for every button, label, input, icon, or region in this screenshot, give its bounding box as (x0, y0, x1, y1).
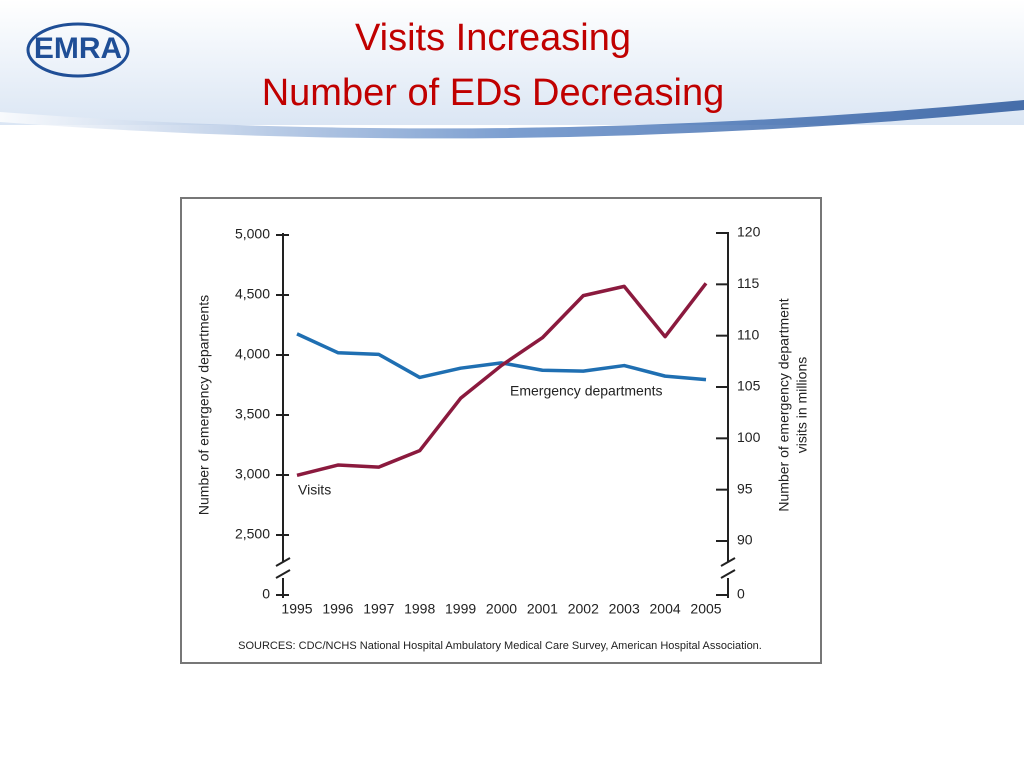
header-swoosh (0, 100, 1024, 139)
series-line (296, 332, 707, 382)
logo-ring (26, 22, 130, 78)
header-bg (0, 0, 1024, 125)
y2-tick-label: 0 (737, 586, 745, 602)
y2-tick-label: 100 (737, 429, 761, 445)
y-tick-label: 3,000 (235, 466, 270, 482)
y-tick-label: 0 (262, 586, 270, 602)
series-line (296, 282, 708, 477)
x-tick-label: 1995 (281, 601, 312, 617)
x-tick-label: 1998 (404, 601, 435, 617)
y2-tick-label: 90 (737, 532, 753, 548)
series-label: Emergency departments (510, 383, 663, 399)
y2-tick-label: 115 (737, 275, 760, 291)
x-tick-label: 2001 (527, 601, 558, 617)
x-tick-label: 1997 (363, 601, 394, 617)
y-axis-label: Number of emergency departments (196, 295, 212, 515)
axis-break (720, 557, 736, 579)
y2-axis-label: Number of emergency department (776, 298, 792, 511)
y2-tick-label: 95 (737, 480, 753, 496)
y-tick-label: 2,500 (235, 526, 270, 542)
x-tick-label: 1996 (322, 601, 353, 617)
title: Visits Increasing (355, 17, 631, 59)
y-tick-label: 5,000 (235, 226, 270, 242)
y-tick-label: 4,000 (235, 346, 270, 362)
x-tick-label: 2000 (486, 601, 517, 617)
x-tick-label: 2005 (690, 601, 721, 617)
axis-break (275, 557, 291, 579)
y2-tick-label: 110 (737, 326, 760, 342)
y-tick-label: 4,500 (235, 286, 270, 302)
y-tick-label: 3,500 (235, 406, 270, 422)
y2-axis-label: visits in millions (794, 357, 810, 453)
series-label: Visits (298, 482, 331, 498)
x-tick-label: 2004 (650, 601, 681, 617)
y2-tick-label: 105 (737, 378, 761, 394)
y2-tick-label: 120 (737, 224, 761, 240)
chart-frame (180, 197, 822, 664)
x-tick-label: 2003 (609, 601, 640, 617)
logo: EMRA (34, 32, 122, 65)
title: Number of EDs Decreasing (262, 72, 725, 114)
x-tick-label: 1999 (445, 601, 476, 617)
x-tick-label: 2002 (568, 601, 599, 617)
source: SOURCES: CDC/NCHS National Hospital Ambu… (238, 640, 762, 652)
